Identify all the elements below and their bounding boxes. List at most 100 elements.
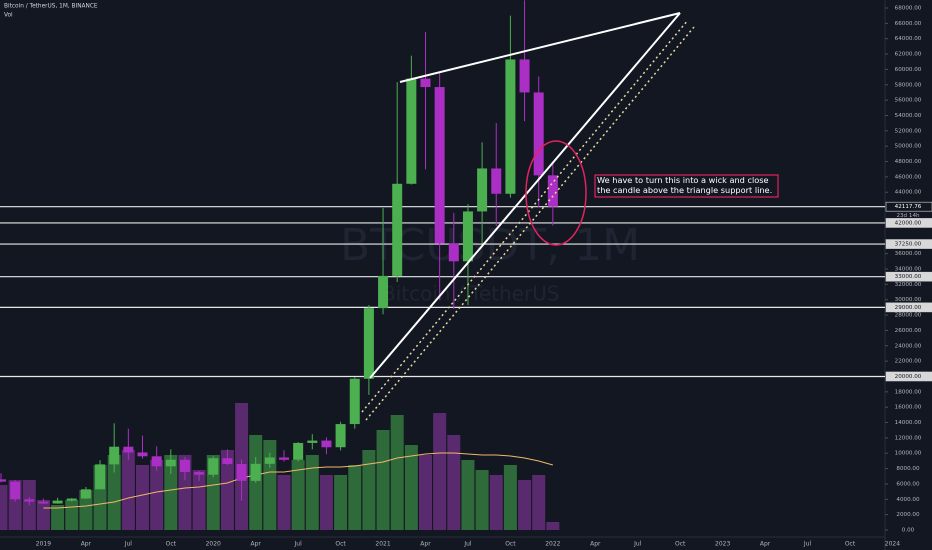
- volume-bar: [503, 465, 517, 530]
- x-tick-label: Oct: [166, 541, 177, 548]
- candle-body: [491, 168, 502, 194]
- candle-body: [406, 78, 417, 184]
- x-tick-label: Oct: [505, 541, 516, 548]
- volume-bar: [348, 465, 362, 530]
- y-tick-label: 54000.00: [895, 113, 922, 119]
- level-label: 37250.00: [895, 242, 922, 248]
- volume-bar: [362, 450, 376, 530]
- candle-body: [293, 442, 304, 460]
- candle-body: [38, 501, 49, 504]
- trend-line: [399, 12, 681, 83]
- candle-body: [222, 458, 233, 464]
- candle-body: [80, 489, 91, 499]
- y-tick-label: 26000.00: [895, 328, 922, 334]
- y-tick-label: 30000.00: [895, 297, 922, 303]
- candle-body: [420, 78, 431, 88]
- volume-bar: [532, 475, 546, 530]
- y-tick-label: 66000.00: [895, 21, 922, 27]
- y-tick-label: 58000.00: [895, 82, 922, 88]
- candle-body: [179, 459, 190, 473]
- y-tick-label: 24000.00: [895, 343, 922, 349]
- y-tick-label: 50000.00: [895, 144, 922, 150]
- y-tick-label: 56000.00: [895, 98, 922, 104]
- candle-body: [0, 479, 6, 482]
- volume-bar: [447, 435, 461, 530]
- volume-bar: [164, 455, 178, 530]
- dotted-line: [365, 26, 695, 421]
- x-tick-label: Jul: [803, 541, 812, 548]
- plot: [0, 0, 885, 530]
- candle-body: [547, 175, 558, 207]
- candle-body: [307, 440, 318, 443]
- y-tick-label: 48000.00: [895, 159, 922, 165]
- x-tick-label: Jul: [463, 541, 472, 548]
- x-tick-label: 2024: [885, 541, 900, 548]
- trend-line: [369, 12, 681, 379]
- subtitle: Vol: [4, 13, 13, 19]
- y-tick-label: 8000.00: [896, 466, 920, 472]
- y-tick-label: 16000.00: [895, 405, 922, 411]
- volume-bar: [461, 460, 475, 530]
- level-label-box: [885, 302, 932, 313]
- drawings: We have to turn this into a wick and clo…: [361, 12, 779, 421]
- candle-body: [52, 500, 63, 504]
- volume-bar: [390, 415, 404, 530]
- candle-body: [434, 87, 445, 244]
- volume-bar: [79, 490, 93, 530]
- x-tick-label: Apr: [590, 541, 601, 548]
- candle-body: [321, 440, 332, 448]
- candle-body: [194, 472, 205, 475]
- candle-body: [392, 183, 403, 276]
- volume-bar: [107, 455, 121, 530]
- level-label: 42000.00: [895, 220, 922, 226]
- annotation-text: We have to turn this into a wick and clo…: [597, 175, 773, 195]
- volume-bar: [546, 522, 560, 530]
- level-label: 20000.00: [895, 374, 922, 380]
- level-label-box: [885, 239, 932, 249]
- y-tick-label: 10000.00: [895, 451, 922, 457]
- candle-body: [533, 92, 544, 176]
- volume-bar: [65, 500, 79, 530]
- y-tick-label: 14000.00: [895, 420, 922, 426]
- volume-bar: [489, 475, 503, 530]
- volume-bar: [376, 430, 390, 530]
- volume-ma-line: [43, 452, 553, 509]
- level-label-box: [885, 218, 932, 228]
- volume-bar: [0, 485, 8, 530]
- candle-body: [448, 243, 459, 262]
- x-tick-label: Jul: [124, 541, 133, 548]
- x-tick-label: 2022: [545, 541, 560, 548]
- x-tick-label: 2023: [715, 541, 730, 548]
- candle-body: [250, 463, 261, 481]
- highlight-ellipse: [525, 140, 587, 246]
- y-tick-label: 28000.00: [895, 313, 922, 319]
- volume-bar: [475, 470, 489, 530]
- candle-body: [335, 424, 346, 448]
- x-tick-label: 2020: [206, 541, 221, 548]
- x-tick-label: Oct: [675, 541, 686, 548]
- level-label-box: [885, 371, 932, 382]
- volume-bar: [36, 500, 50, 530]
- x-tick-label: 2019: [36, 541, 51, 548]
- volume-bar: [192, 470, 206, 530]
- volume-bar: [220, 450, 234, 530]
- volume-bar: [433, 413, 447, 530]
- candle-body: [66, 498, 77, 501]
- x-tick-label: Oct: [335, 541, 346, 548]
- volume-bar: [136, 465, 149, 530]
- volume-bar: [277, 475, 291, 530]
- candle-body: [236, 463, 247, 481]
- x-tick-label: Apr: [251, 541, 262, 548]
- y-tick-label: 4000.00: [896, 497, 920, 503]
- level-label-box: [885, 271, 932, 282]
- y-tick-label: 46000.00: [895, 174, 922, 180]
- level-label: 29000.00: [895, 305, 922, 311]
- x-tick-label: Jul: [633, 541, 642, 548]
- candle-body: [123, 446, 134, 453]
- level-label: 42117.76: [895, 204, 922, 210]
- y-tick-label: 64000.00: [895, 36, 922, 42]
- volume-bar: [419, 455, 432, 530]
- candle-body: [165, 459, 176, 467]
- candle-body: [95, 464, 106, 490]
